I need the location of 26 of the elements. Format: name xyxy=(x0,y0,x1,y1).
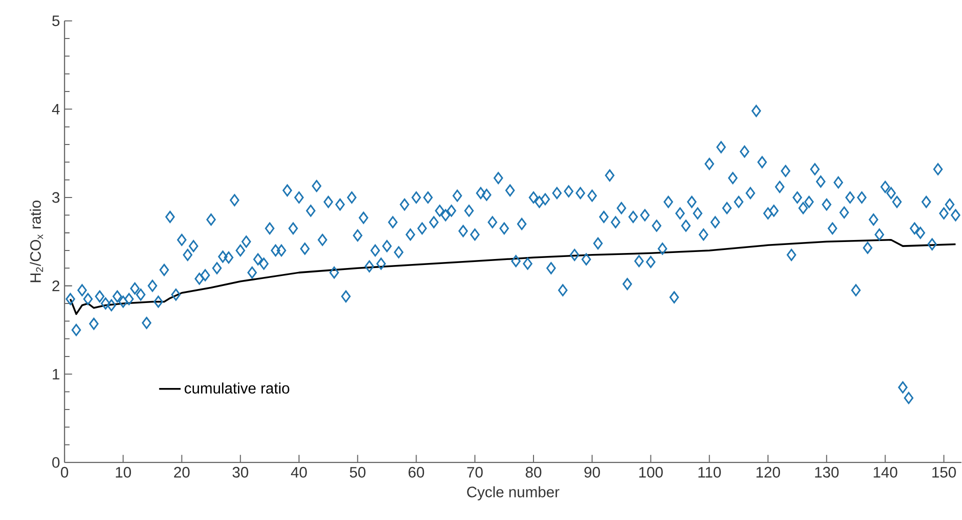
x-tick-label: 110 xyxy=(698,467,721,478)
x-tick-label: 0 xyxy=(60,467,68,478)
x-tick-label: 50 xyxy=(350,467,366,478)
x-tick-label: 80 xyxy=(526,467,542,478)
x-axis-title: Cycle number xyxy=(467,486,560,500)
x-tick-label: 140 xyxy=(874,467,898,478)
x-tick-label: 20 xyxy=(174,467,190,478)
y-tick-label: 0 xyxy=(52,457,60,468)
x-tick-label: 150 xyxy=(932,467,956,478)
y-tick-label: 4 xyxy=(52,104,60,114)
y-tick-label: 1 xyxy=(52,369,60,380)
x-tick-label: 130 xyxy=(815,467,839,478)
line-series xyxy=(70,239,956,316)
x-tick-label: 120 xyxy=(756,467,780,478)
y-tick-label: 5 xyxy=(52,16,60,26)
x-tick-label: 30 xyxy=(232,467,248,478)
y-axis-title: H$_{2}$/CO$_{x}$ ratio xyxy=(30,200,44,282)
x-tick-label: 90 xyxy=(584,467,600,478)
x-tick-label: 10 xyxy=(116,467,131,478)
y-tick-label: 2 xyxy=(52,280,60,292)
x-tick-label: 40 xyxy=(290,467,307,478)
legend-label: cumulative ratio xyxy=(184,382,290,394)
x-tick-label: 70 xyxy=(467,467,483,478)
y-tick-label: 3 xyxy=(52,192,60,203)
x-tick-label: 100 xyxy=(639,467,663,478)
x-tick-label: 60 xyxy=(408,467,424,478)
